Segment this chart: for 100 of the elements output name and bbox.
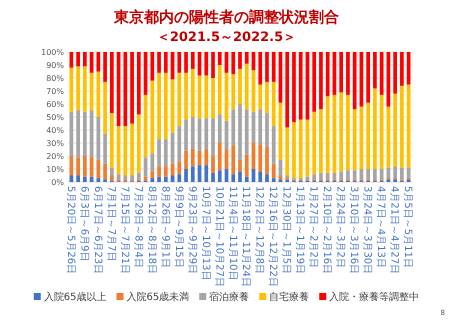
x-tick-label: 6月17日～6月23日	[92, 186, 103, 274]
legend-label: 入院・療養等調整中	[329, 291, 420, 303]
bar	[136, 52, 141, 114]
x-tick-label: 11月18日～11月24日	[240, 186, 252, 287]
bar	[164, 166, 168, 177]
bar	[136, 114, 141, 173]
bar	[123, 176, 128, 180]
bar	[110, 113, 114, 168]
bar	[306, 52, 310, 120]
legend-label: 自宅療養	[269, 291, 310, 303]
bar	[130, 124, 134, 176]
y-tick-label: 0%	[51, 178, 64, 187]
bar	[70, 68, 74, 112]
bar	[150, 80, 154, 154]
bar	[144, 176, 148, 181]
x-tick-label: 9月23日～9月29日	[186, 186, 198, 274]
bar	[96, 117, 100, 160]
x-tick-label: 7月29日～8月4日	[132, 186, 144, 268]
bar	[285, 176, 290, 178]
y-tick-label: 30%	[46, 139, 64, 148]
bar	[218, 114, 222, 143]
bar	[360, 169, 364, 180]
bar	[164, 72, 168, 140]
bar	[231, 174, 236, 182]
bar	[244, 64, 249, 110]
bar	[83, 176, 87, 182]
bar	[366, 102, 370, 169]
bar	[252, 52, 256, 70]
x-tick-label: 2月10日～2月16日	[321, 186, 332, 274]
bar	[211, 172, 215, 182]
bar	[332, 172, 336, 180]
bar	[298, 52, 303, 120]
bar	[198, 118, 202, 151]
bar	[204, 52, 208, 76]
bar	[306, 176, 310, 180]
legend-label: 宿泊療養	[209, 291, 250, 303]
bar	[211, 118, 215, 156]
bar	[238, 52, 242, 69]
bar	[319, 172, 323, 180]
bar	[204, 75, 208, 118]
bar	[76, 176, 80, 182]
bar	[252, 143, 256, 169]
x-tick-label: 7月1日～7月7日	[105, 186, 116, 262]
bar	[244, 154, 249, 177]
bar	[244, 109, 249, 155]
bar	[380, 94, 384, 169]
bar	[83, 52, 87, 66]
bar	[90, 72, 94, 110]
bar	[177, 52, 182, 73]
bar	[238, 68, 242, 104]
bar	[231, 109, 236, 146]
bar	[231, 52, 236, 74]
bar	[373, 88, 377, 169]
bar	[265, 146, 269, 174]
bar	[184, 72, 188, 120]
bar	[76, 52, 80, 66]
bar	[346, 52, 350, 95]
bar	[76, 110, 80, 158]
bar	[150, 178, 154, 182]
bar	[393, 94, 397, 166]
bar	[265, 82, 269, 114]
bar	[224, 120, 228, 150]
bar	[177, 161, 182, 174]
bar	[272, 178, 276, 182]
bar	[70, 156, 74, 176]
bar	[218, 65, 222, 114]
bar	[70, 112, 74, 156]
bar	[103, 134, 107, 164]
bar	[110, 168, 114, 176]
y-tick-label: 60%	[46, 100, 64, 109]
bar	[373, 169, 377, 180]
bar	[339, 52, 344, 92]
bar	[198, 75, 202, 118]
bar	[204, 118, 208, 150]
bar	[96, 160, 100, 178]
bar	[83, 156, 87, 177]
bar	[177, 72, 182, 126]
bar	[218, 143, 222, 170]
bar	[258, 52, 262, 84]
x-tick-label: 3月24日～3月30日	[362, 186, 373, 274]
x-tick-label: 12月2日～12月8日	[254, 186, 265, 274]
bar	[406, 52, 410, 84]
bar	[393, 166, 397, 178]
bar	[386, 106, 390, 168]
bar	[130, 176, 134, 180]
bar	[272, 126, 276, 164]
bar	[150, 52, 154, 81]
y-tick-label: 100%	[41, 48, 64, 57]
x-tick-label: 6月3日～6月9日	[78, 186, 90, 262]
bar	[258, 172, 262, 182]
bar	[326, 96, 330, 173]
bar	[386, 179, 390, 182]
bar	[380, 169, 384, 180]
bar	[190, 166, 195, 182]
bar	[130, 52, 134, 124]
x-tick-label: 5月5日～5月11日	[402, 186, 414, 268]
bar	[224, 52, 228, 73]
bar	[103, 82, 107, 134]
bar	[400, 86, 404, 168]
bar	[184, 150, 188, 169]
